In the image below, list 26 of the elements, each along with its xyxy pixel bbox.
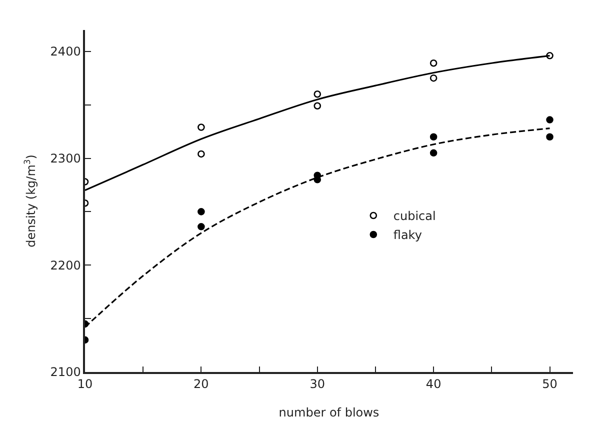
- y-tick-label: 2300: [50, 151, 81, 166]
- x-tick-label: 50: [542, 377, 558, 392]
- legend-label: cubical: [393, 209, 436, 224]
- x-tick-label: 20: [194, 377, 209, 392]
- point: [546, 52, 554, 60]
- point: [430, 133, 438, 141]
- line-series: [85, 128, 551, 328]
- point: [430, 59, 438, 67]
- legend-label: flaky: [393, 228, 422, 242]
- point: [198, 223, 205, 230]
- point: [430, 149, 438, 157]
- point: [314, 90, 322, 98]
- point: [546, 116, 554, 124]
- point: [198, 124, 205, 131]
- x-tick-label: 40: [426, 377, 442, 392]
- point: [314, 102, 322, 110]
- point: [198, 150, 205, 158]
- x-axis-title: number of blows: [278, 406, 380, 420]
- x-tick-label: 30: [310, 377, 326, 392]
- point: [430, 74, 438, 82]
- y-tick-label: 2100: [50, 365, 81, 380]
- point: [546, 133, 554, 141]
- point: [198, 208, 205, 216]
- y-tick-label: 2400: [50, 44, 81, 59]
- x-tick-label: 10: [77, 377, 93, 392]
- y-tick-label: 2200: [50, 258, 81, 272]
